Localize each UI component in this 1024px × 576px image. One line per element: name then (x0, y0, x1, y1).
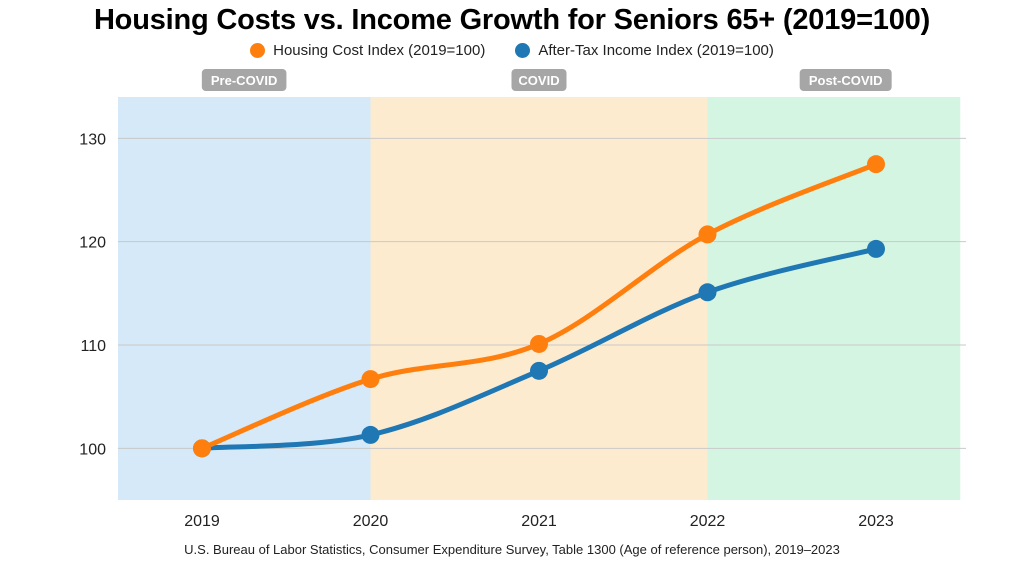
data-point-s1-2023 (867, 239, 885, 258)
period-label-2: Post-COVID (809, 73, 883, 88)
period-label-bg-1 (511, 69, 567, 91)
data-point-s0-2019 (193, 439, 211, 458)
data-point-s0-2021 (530, 334, 548, 353)
chart-title: Housing Costs vs. Income Growth for Seni… (93, 4, 931, 36)
data-point-s0-2022 (698, 225, 717, 244)
y-tick-label-130: 130 (79, 131, 106, 148)
period-label-0: Pre-COVID (211, 73, 277, 88)
x-tick-label-2019: 2019 (184, 513, 220, 530)
y-tick-label-100: 100 (79, 441, 106, 458)
data-point-s0-2023 (867, 155, 885, 174)
data-point-s1-2020 (361, 425, 380, 444)
data-point-s0-2020 (361, 370, 380, 389)
legend: Housing Cost Index (2019=100) After-Tax … (0, 42, 1024, 59)
period-band-1 (370, 97, 708, 500)
period-label-1: COVID (518, 73, 559, 88)
period-label-bg-2 (799, 69, 892, 91)
period-label-bg-0 (201, 69, 287, 91)
x-tick-label-2021: 2021 (521, 513, 557, 530)
legend-item-income[interactable]: After-Tax Income Index (2019=100) (515, 42, 774, 59)
legend-marker-income (515, 43, 531, 58)
source-note: U.S. Bureau of Labor Statistics, Consume… (184, 542, 840, 557)
legend-label-housing: Housing Cost Index (2019=100) (273, 42, 486, 59)
period-band-2 (707, 97, 961, 500)
x-tick-label-2022: 2022 (690, 513, 726, 530)
legend-label-income: After-Tax Income Index (2019=100) (538, 42, 774, 59)
y-tick-label-110: 110 (80, 338, 106, 355)
x-tick-label-2023: 2023 (858, 513, 894, 530)
data-point-s1-2021 (530, 361, 548, 380)
period-band-0 (118, 97, 371, 500)
legend-item-housing[interactable]: Housing Cost Index (2019=100) (250, 42, 485, 59)
legend-marker-housing (250, 43, 266, 58)
x-tick-label-2020: 2020 (353, 513, 389, 530)
y-tick-label-120: 120 (79, 235, 106, 252)
data-point-s1-2022 (698, 283, 717, 302)
